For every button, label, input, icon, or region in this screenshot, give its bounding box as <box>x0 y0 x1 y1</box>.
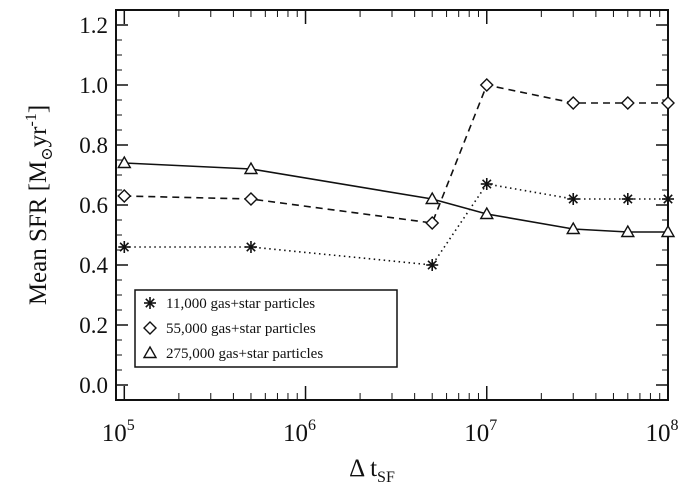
x-tick-label-1: 106 <box>283 417 316 447</box>
y-tick-label-3: 0.6 <box>79 193 108 218</box>
x-tick-label-3: 108 <box>646 417 679 447</box>
data-point-s0-2 <box>426 259 439 271</box>
data-point-s1-0 <box>117 189 132 203</box>
y-axis-label-sun: ⊙ <box>39 147 56 160</box>
y-tick-label-0: 0.0 <box>79 373 108 398</box>
y-tick-label-4: 0.8 <box>79 133 108 158</box>
legend-label-2: 275,000 gas+star particles <box>166 346 323 362</box>
data-point-s0-4 <box>567 193 580 205</box>
legend-label-0: 11,000 gas+star particles <box>166 296 315 312</box>
data-point-s1-6 <box>661 96 675 110</box>
legend-marker-1 <box>143 321 157 335</box>
y-tick-label-5: 1.0 <box>79 73 108 98</box>
legend-marker-0 <box>144 297 156 309</box>
data-point-s2-3 <box>479 206 494 220</box>
series-line-2 <box>124 162 668 233</box>
series-line-0 <box>124 183 668 266</box>
data-point-s2-4 <box>566 221 581 235</box>
data-point-s1-3 <box>479 78 494 92</box>
data-point-s1-5 <box>620 96 635 110</box>
data-point-s2-1 <box>243 161 259 175</box>
x-axis-label: Δ tSF <box>349 455 395 486</box>
data-point-s1-1 <box>243 192 258 206</box>
x-axis-label-sub: SF <box>377 469 395 486</box>
x-tick-label-2: 107 <box>464 417 497 447</box>
y-tick-label-2: 0.4 <box>79 253 108 278</box>
data-point-s2-0 <box>117 155 132 169</box>
y-axis-label: Mean SFR [M⊙yr-1] <box>23 105 56 305</box>
data-point-s1-4 <box>566 96 581 110</box>
data-point-s2-5 <box>620 224 635 238</box>
legend-box <box>134 289 398 368</box>
y-tick-label-1: 0.2 <box>79 313 108 338</box>
series-lines <box>124 84 668 266</box>
data-point-s2-2 <box>425 191 440 205</box>
x-axis-label-main: Δ t <box>349 455 377 482</box>
y-axis-label-end: ] <box>25 105 52 113</box>
ticks: 0.0 0.2 0.4 0.6 0.8 1.0 1.2 105 106 107 108 <box>79 10 679 447</box>
data-point-s0-3 <box>480 178 493 190</box>
x-tick-label-0: 105 <box>102 417 135 447</box>
legend-label-1: 55,000 gas+star particles <box>166 321 316 337</box>
y-tick-label-6: 1.2 <box>79 13 108 38</box>
data-point-s0-6 <box>662 193 674 205</box>
data-point-s2-6 <box>660 224 676 238</box>
data-point-s0-5 <box>621 193 634 205</box>
series-line-1 <box>124 84 668 224</box>
data-point-s1-2 <box>425 216 440 230</box>
legend-marker-2 <box>142 345 158 359</box>
data-point-s0-0 <box>118 241 131 253</box>
y-axis-label-mid: yr <box>25 126 52 148</box>
series-markers <box>117 78 676 271</box>
y-axis-label-sup: -1 <box>23 113 40 126</box>
legend: 11,000 gas+star particles 55,000 gas+sta… <box>134 289 398 368</box>
y-axis-label-main: Mean SFR [M <box>25 161 52 305</box>
legend-markers <box>142 297 158 359</box>
data-point-s0-1 <box>244 241 257 253</box>
